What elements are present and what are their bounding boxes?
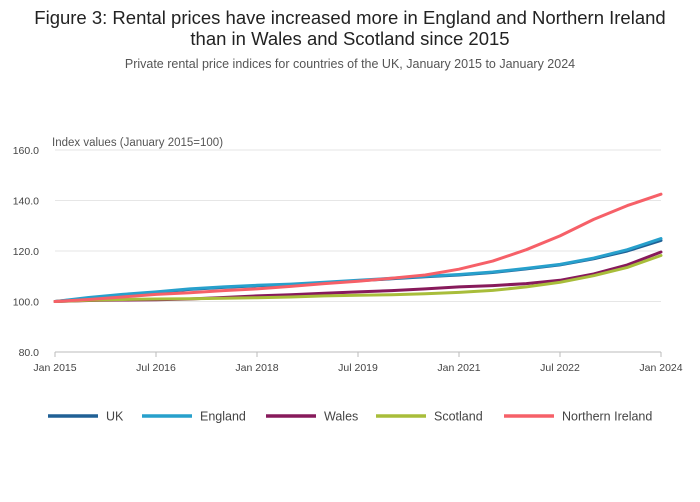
x-tick-label: Jan 2021 [437,362,480,374]
chart-title: Figure 3: Rental prices have increased m… [34,7,666,49]
legend-label: Scotland [434,410,483,424]
x-tick-label: Jul 2022 [540,362,580,374]
legend-label: Northern Ireland [562,410,652,424]
y-tick-label: 160.0 [13,145,39,157]
x-tick-label: Jul 2019 [338,362,378,374]
x-tick-label: Jan 2018 [235,362,278,374]
y-tick-label: 120.0 [13,246,39,258]
legend-label: England [200,410,246,424]
x-tick-label: Jul 2016 [136,362,176,374]
legend-label: Wales [324,410,358,424]
chart-subtitle: Private rental price indices for countri… [124,57,576,71]
x-tick-label: Jan 2015 [33,362,76,374]
y-tick-label: 140.0 [13,196,39,208]
y-tick-label: 100.0 [13,297,39,309]
series-line-scotland [53,254,663,303]
series-line-northern-ireland [53,192,663,303]
x-tick-label: Jan 2024 [639,362,682,374]
y-axis-label: Index values (January 2015=100) [52,137,223,149]
y-tick-label: 80.0 [19,347,40,359]
legend-label: UK [106,410,124,424]
